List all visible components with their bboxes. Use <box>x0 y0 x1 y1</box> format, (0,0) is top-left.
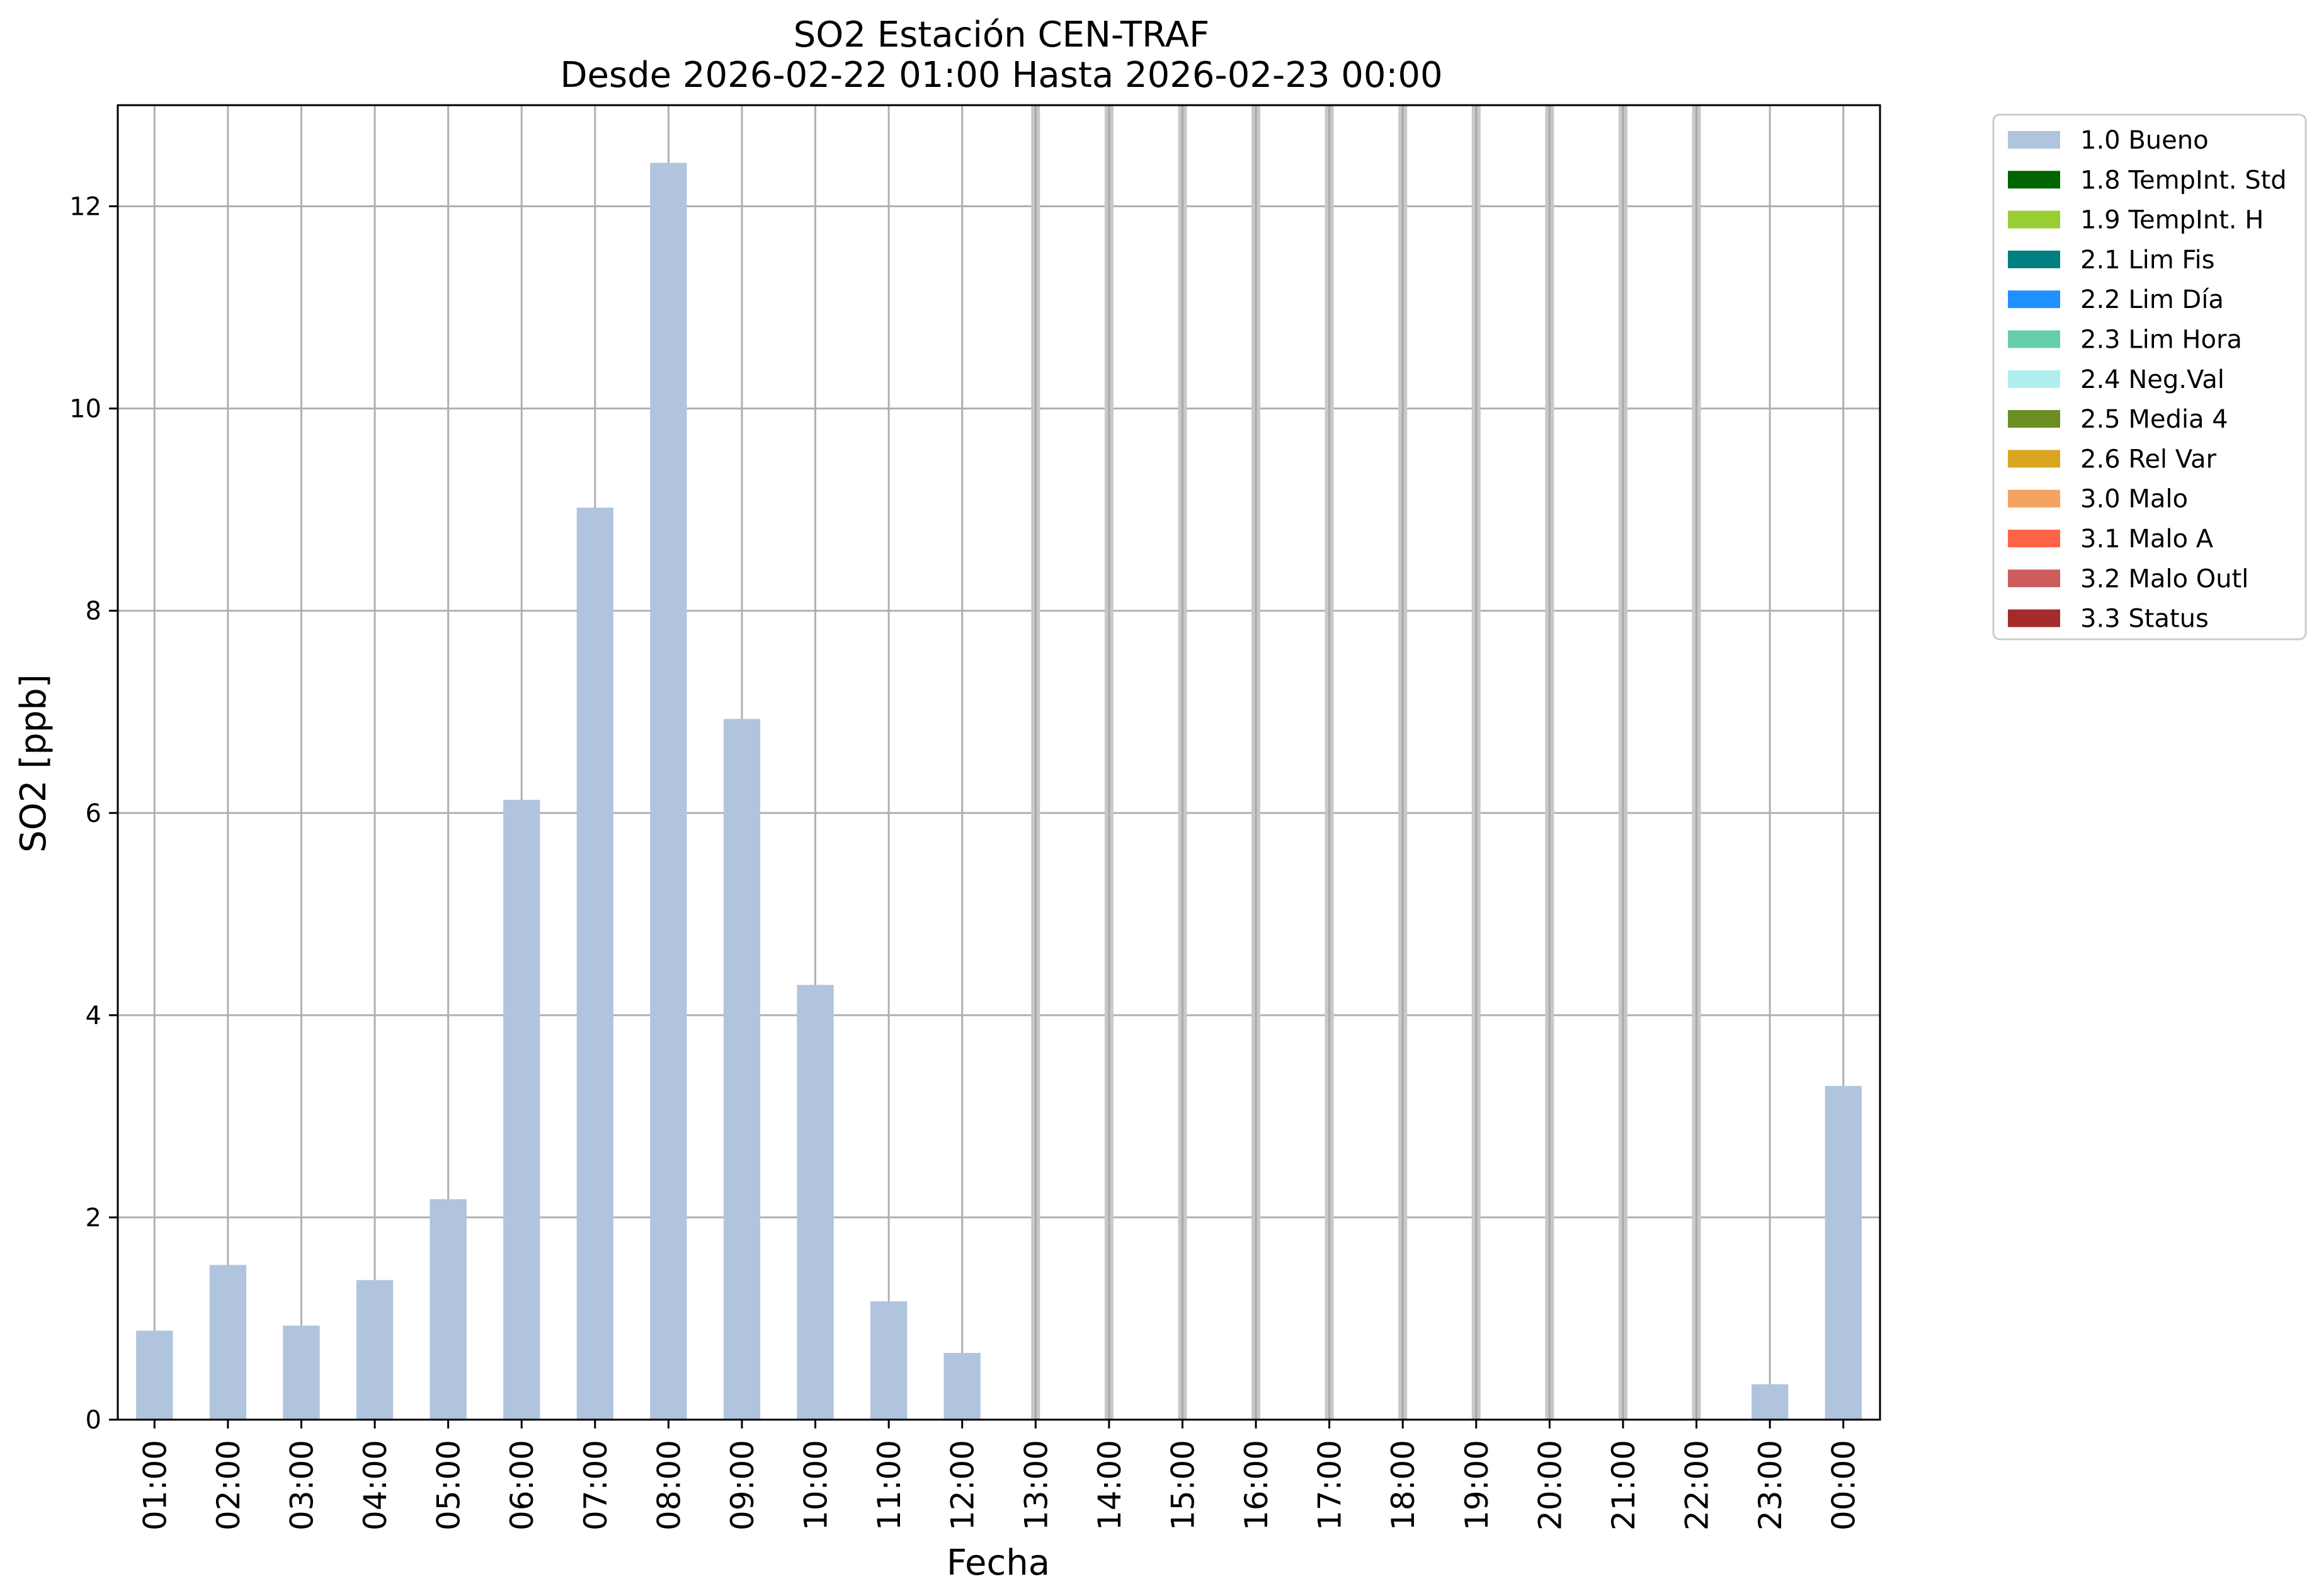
x-tick-label: 11:00 <box>871 1440 908 1530</box>
legend-swatch <box>2008 569 2060 588</box>
bar <box>136 1330 173 1420</box>
x-tick-label: 09:00 <box>724 1440 761 1530</box>
x-tick-label: 05:00 <box>431 1440 467 1530</box>
legend-swatch <box>2008 290 2060 309</box>
x-tick-label: 07:00 <box>578 1440 614 1530</box>
x-tick-label: 00:00 <box>1826 1440 1862 1530</box>
legend-swatch <box>2008 370 2060 388</box>
x-tick-label: 03:00 <box>283 1440 320 1530</box>
bar <box>797 984 834 1420</box>
legend-swatch <box>2008 131 2060 149</box>
x-tick-label: 10:00 <box>798 1440 835 1530</box>
legend-label: 3.2 Malo Outl <box>2080 564 2248 593</box>
x-tick-label: 16:00 <box>1238 1440 1275 1530</box>
legend-swatch <box>2008 489 2060 508</box>
legend-label: 2.4 Neg.Val <box>2080 365 2225 394</box>
bar <box>503 799 540 1420</box>
chart-title-line-1: SO2 Estación CEN-TRAF <box>794 14 1210 55</box>
bar <box>1825 1086 1862 1420</box>
legend-swatch <box>2008 210 2060 229</box>
y-axis-label: SO2 [ppb] <box>13 674 54 852</box>
bar <box>209 1265 247 1420</box>
legend-label: 3.1 Malo A <box>2080 525 2214 554</box>
x-tick-label: 13:00 <box>1018 1440 1054 1530</box>
x-tick-label: 19:00 <box>1459 1440 1495 1530</box>
bar <box>576 507 613 1420</box>
legend-swatch <box>2008 530 2060 547</box>
bars <box>136 162 1862 1420</box>
y-axis-ticks: 0 2 4 6 8 10 12 <box>69 193 118 1435</box>
y-tick-label: 6 <box>86 799 101 828</box>
y-tick-label: 2 <box>86 1204 101 1233</box>
x-tick-label: 04:00 <box>357 1440 394 1530</box>
legend-label: 2.1 Lim Fis <box>2080 246 2214 275</box>
x-tick-label: 01:00 <box>137 1440 173 1530</box>
x-tick-label: 12:00 <box>945 1440 981 1530</box>
legend-swatch <box>2008 171 2060 189</box>
legend-swatch <box>2008 609 2060 627</box>
legend-swatch <box>2008 250 2060 268</box>
chart-title: SO2 Estación CEN-TRAF Desde 2026-02-22 0… <box>560 14 1442 96</box>
legend-label: 1.8 TempInt. Std <box>2080 166 2287 195</box>
bar <box>650 162 687 1420</box>
legend-swatch <box>2008 450 2060 468</box>
x-tick-label: 21:00 <box>1605 1440 1642 1530</box>
legend-frame <box>1992 113 2307 641</box>
x-tick-label: 17:00 <box>1312 1440 1348 1530</box>
x-tick-label: 15:00 <box>1165 1440 1201 1530</box>
legend-label: 1.0 Bueno <box>2080 126 2209 155</box>
x-tick-label: 02:00 <box>210 1440 247 1530</box>
legend-label: 2.3 Lim Hora <box>2080 326 2242 355</box>
legend-label: 2.5 Media 4 <box>2080 405 2228 434</box>
x-tick-label: 23:00 <box>1752 1440 1789 1530</box>
legend-label: 3.3 Status <box>2080 605 2209 634</box>
bar <box>943 1353 981 1420</box>
grid-lines <box>118 105 1880 1421</box>
x-axis-label: Fecha <box>947 1542 1050 1583</box>
legend-label: 3.0 Malo <box>2080 485 2188 514</box>
x-tick-label: 18:00 <box>1385 1440 1422 1530</box>
y-tick-label: 12 <box>69 193 101 222</box>
bar <box>430 1199 467 1420</box>
legend-label: 1.9 TempInt. H <box>2080 206 2264 235</box>
bar <box>723 719 761 1420</box>
y-tick-label: 8 <box>86 597 101 626</box>
plot-frame <box>117 104 1881 1421</box>
x-tick-label: 14:00 <box>1091 1440 1128 1530</box>
bar <box>283 1325 320 1420</box>
x-tick-label: 08:00 <box>651 1440 687 1530</box>
legend-label: 2.2 Lim Día <box>2080 285 2224 314</box>
bar <box>870 1301 908 1420</box>
bar <box>356 1280 394 1420</box>
x-tick-label: 22:00 <box>1679 1440 1716 1530</box>
legend-swatch <box>2008 330 2060 348</box>
legend-swatch <box>2008 410 2060 428</box>
x-tick-label: 20:00 <box>1532 1440 1568 1530</box>
y-tick-label: 4 <box>86 1001 101 1030</box>
legend: 1.0 Bueno 1.8 TempInt. Std 1.9 TempInt. H 2… <box>1992 113 2307 641</box>
y-tick-label: 0 <box>86 1406 101 1435</box>
missing-data-markers <box>1031 105 1701 1420</box>
x-tick-label: 06:00 <box>504 1440 540 1530</box>
y-tick-label: 10 <box>69 395 101 424</box>
bar <box>1751 1384 1789 1420</box>
x-axis-ticks: 01:00 02:00 03:00 04:00 05:00 06:00 07:00 08:00… <box>137 1420 1862 1530</box>
chart-title-line-2: Desde 2026-02-22 01:00 Hasta 2026-02-23 … <box>560 55 1442 96</box>
legend-label: 2.6 Rel Var <box>2080 445 2217 474</box>
